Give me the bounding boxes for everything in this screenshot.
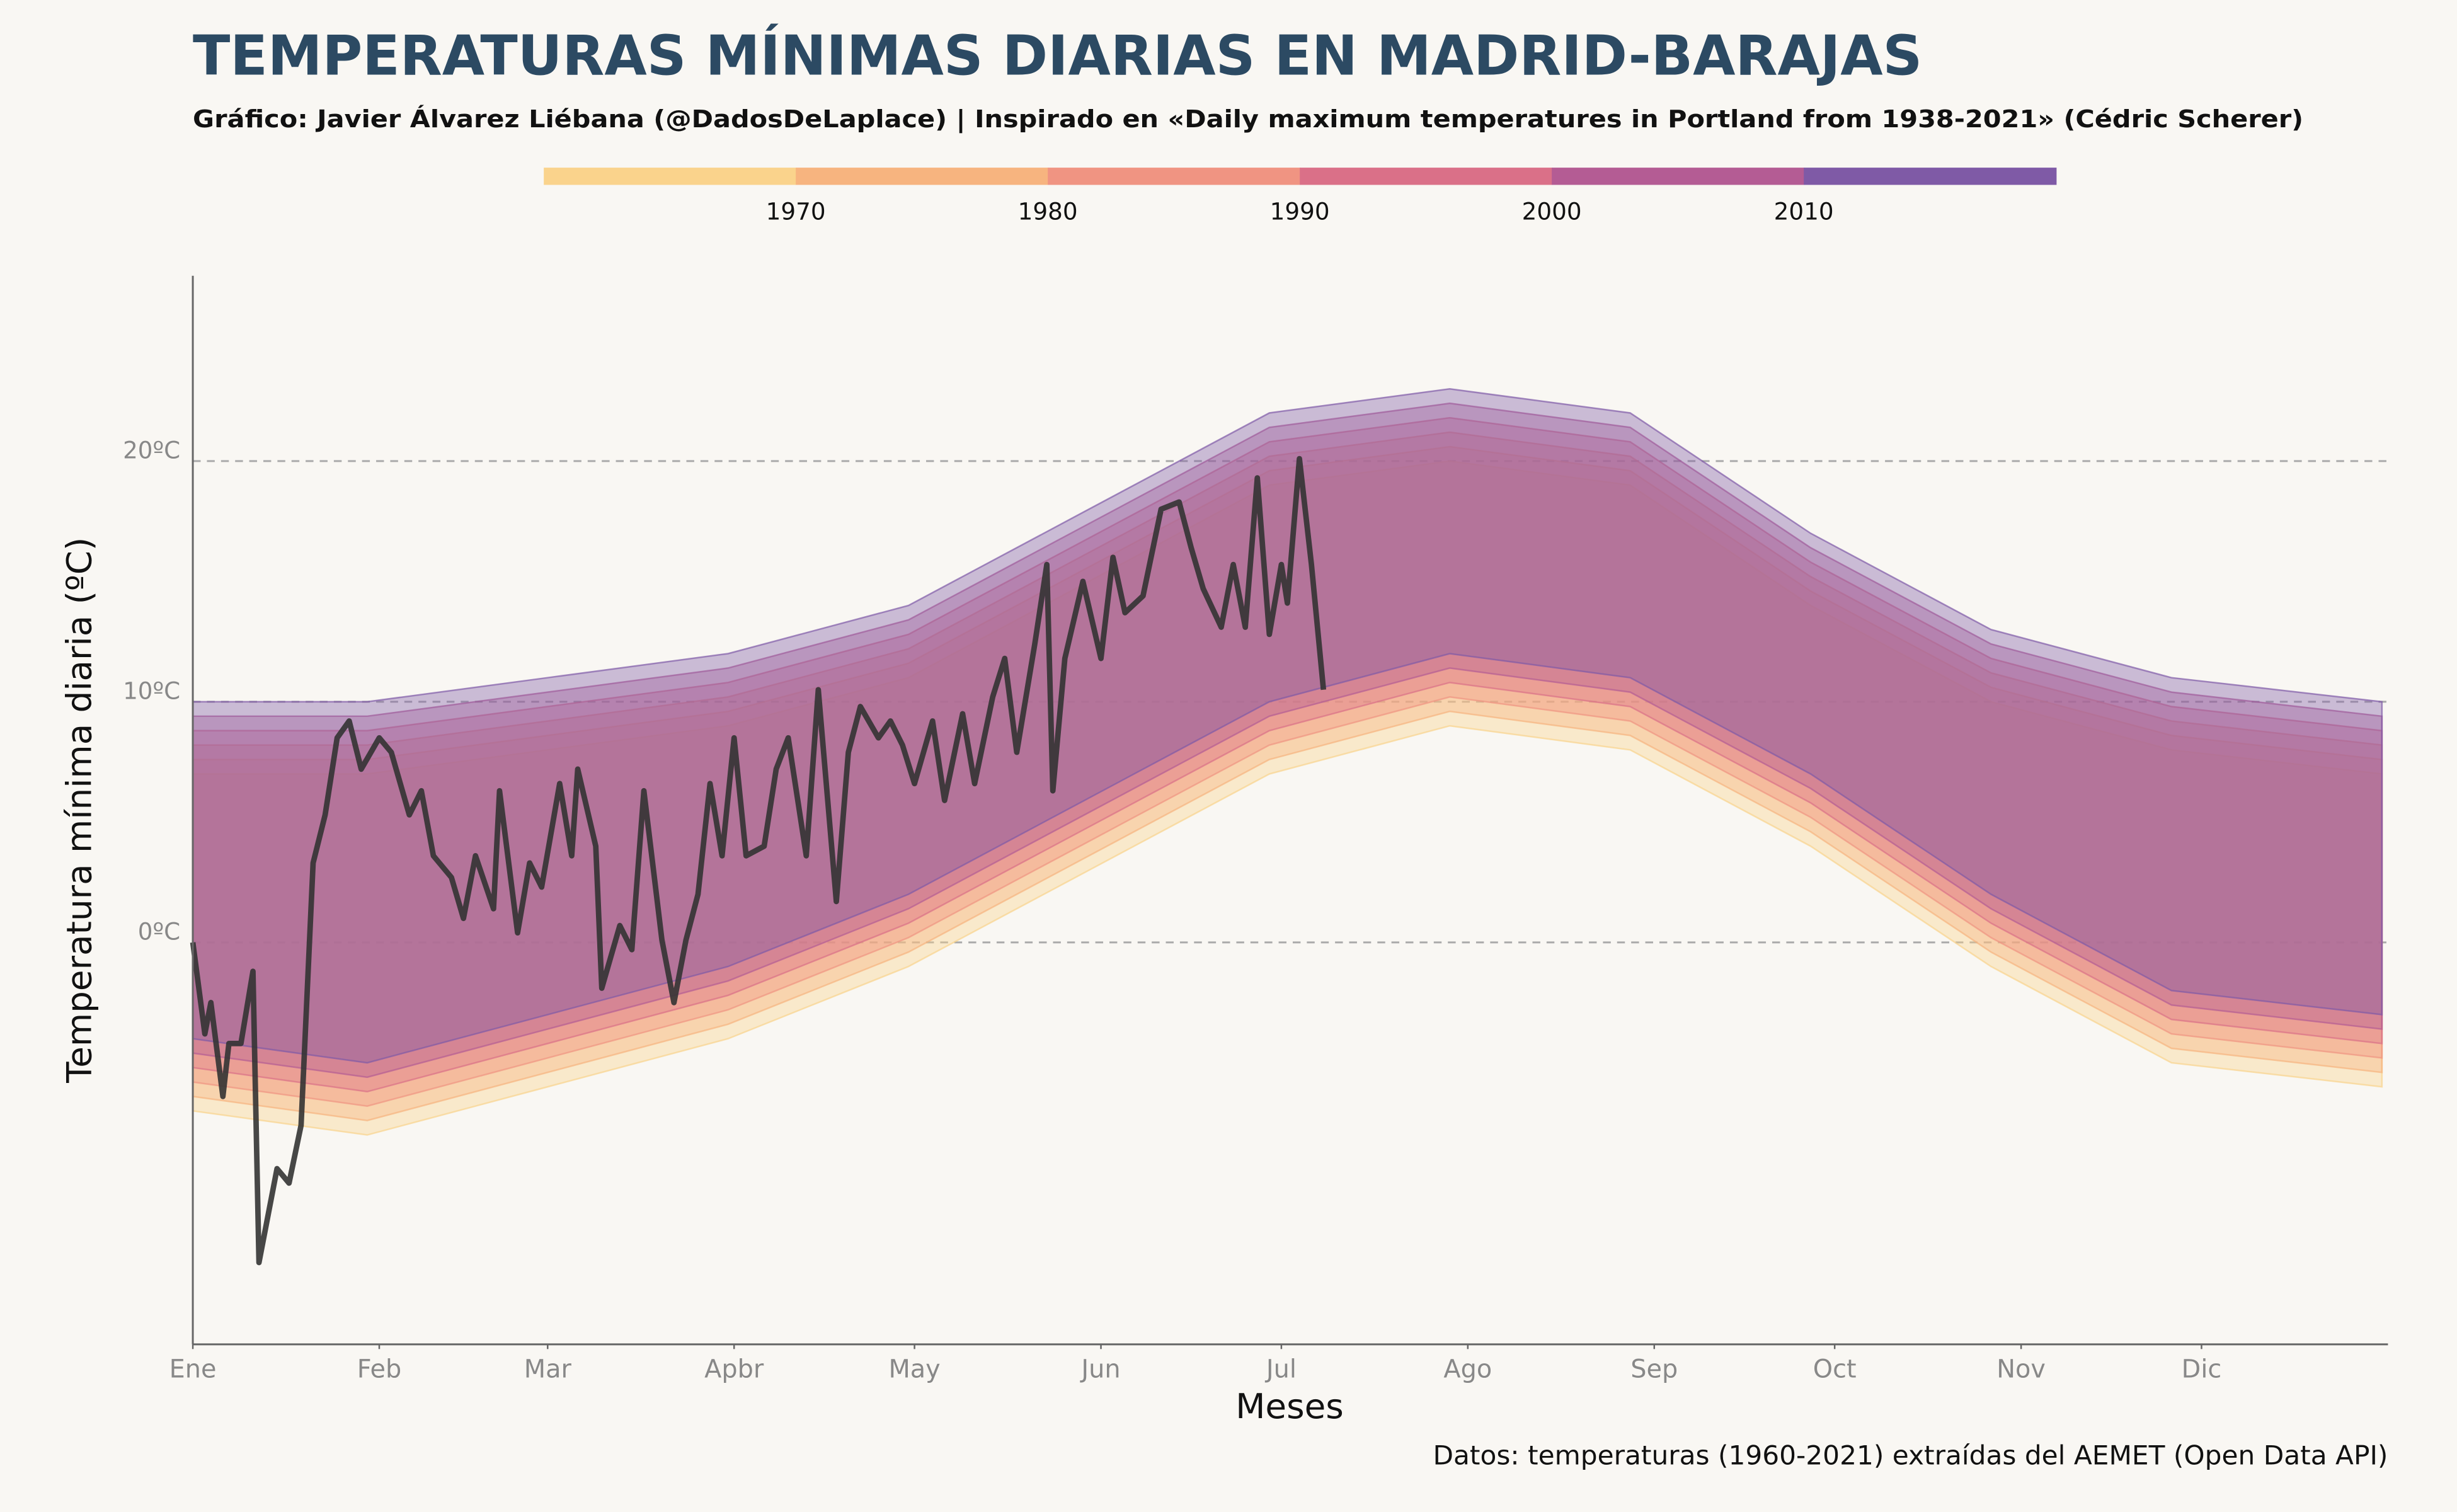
legend-tick-label: 1970 <box>766 198 826 226</box>
x-tick-label: Oct <box>1813 1355 1857 1384</box>
legend-swatch <box>1804 168 2057 185</box>
legend-swatch <box>1300 168 1553 185</box>
x-tick-label: Feb <box>357 1355 401 1384</box>
x-tick-label: Ago <box>1443 1355 1492 1384</box>
range-area <box>192 445 2383 1121</box>
range-area <box>192 402 2383 1079</box>
y-tick-label: 0ºC <box>138 917 180 945</box>
x-tick-label: Sep <box>1630 1355 1678 1384</box>
x-tick-label: Jun <box>1079 1355 1120 1384</box>
x-tick-label: Mar <box>524 1355 572 1384</box>
range-area <box>192 431 2383 1107</box>
legend: 1970 1980 1990 2000 2010 <box>544 168 2057 226</box>
x-tick-label: May <box>888 1355 940 1384</box>
x-tick-label: Nov <box>1996 1355 2046 1384</box>
range-area <box>192 460 2383 1136</box>
legend-tick-label: 1990 <box>1270 198 1330 226</box>
y-tick-label: 20ºC <box>123 436 180 464</box>
x-tick-label: Dic <box>2182 1355 2222 1384</box>
y-tick-label: 10ºC <box>123 677 180 704</box>
legend-tick-label: 2010 <box>1774 198 1834 226</box>
y-axis-title: Temperatura mínima diaria (ºC) <box>59 537 100 1084</box>
legend-swatch <box>544 168 797 185</box>
range-area <box>192 416 2383 1093</box>
legend-tick-label: 1980 <box>1018 198 1078 226</box>
range-area <box>192 388 2383 1064</box>
plot-area <box>190 388 2383 1266</box>
x-tick-label: Jul <box>1264 1355 1297 1384</box>
source-note: Datos: temperaturas (1960-2021) extraída… <box>1433 1440 2388 1470</box>
legend-swatch <box>1048 168 1301 185</box>
x-axis-title: Meses <box>1235 1386 1344 1426</box>
chart-subtitle: Gráfico: Javier Álvarez Liébana (@DadosD… <box>193 104 2303 134</box>
x-tick-label: Ene <box>169 1355 217 1384</box>
chart-title: TEMPERATURAS MÍNIMAS DIARIAS EN MADRID-B… <box>193 23 1922 88</box>
legend-swatch <box>1552 168 1805 185</box>
legend-tick-label: 2000 <box>1522 198 1582 226</box>
axes: 0ºC 10ºC 20ºC Ene Feb Mar Apbr May Jun Jul Ago Sep O… <box>123 436 2221 1383</box>
highlight-line <box>190 455 1327 1266</box>
legend-swatch <box>796 168 1049 185</box>
x-tick-label: Apbr <box>704 1355 764 1384</box>
